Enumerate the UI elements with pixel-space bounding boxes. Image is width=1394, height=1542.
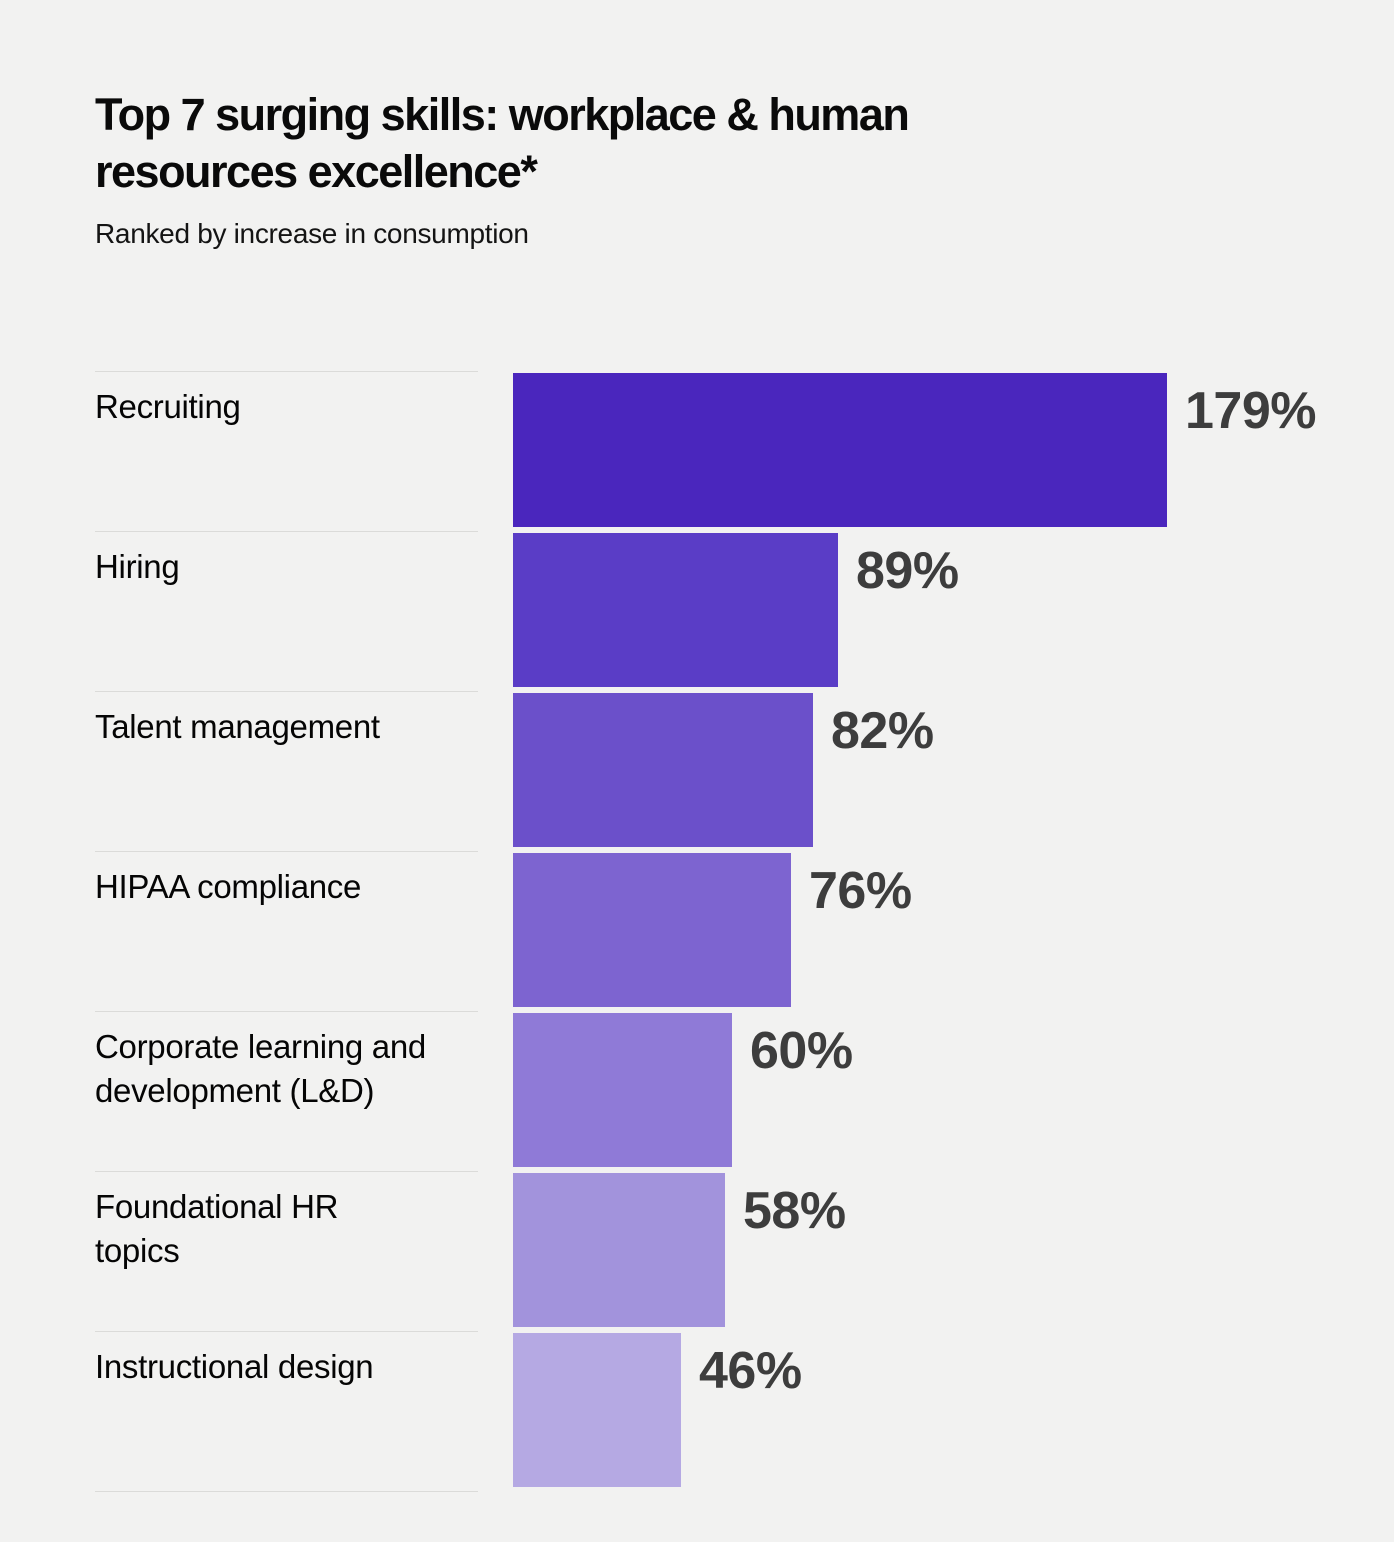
category-label-line: Recruiting <box>95 388 241 425</box>
category-label: Talent management <box>95 691 478 749</box>
bar <box>513 373 1167 527</box>
value-label: 60% <box>750 1022 853 1080</box>
category-label: Foundational HR topics <box>95 1171 478 1273</box>
value-label: 76% <box>809 862 912 920</box>
bar-cell: 76% <box>513 851 912 1007</box>
value-label: 46% <box>699 1342 802 1400</box>
category-label-line: Foundational HR <box>95 1188 339 1225</box>
chart-row: Hiring 89% <box>95 531 1394 691</box>
bar <box>513 853 791 1007</box>
category-label-line: Corporate learning and <box>95 1028 426 1065</box>
chart-row: Talent management 82% <box>95 691 1394 851</box>
value-label: 58% <box>743 1182 846 1240</box>
chart-title-line-1: Top 7 surging skills: workplace & human <box>95 89 910 140</box>
category-label-line: Hiring <box>95 548 180 585</box>
category-label-line: HIPAA compliance <box>95 868 362 905</box>
category-label-line: development (L&D) <box>95 1072 375 1109</box>
category-label-line: Talent management <box>95 708 380 745</box>
category-label-line: topics <box>95 1232 180 1269</box>
chart-title-line-2: resources excellence* <box>95 146 538 197</box>
category-label-line: Instructional design <box>95 1348 374 1385</box>
bar-chart: Recruiting 179% Hiring 89% Talent management… <box>95 371 1394 1492</box>
chart-row: Foundational HR topics 58% <box>95 1171 1394 1331</box>
bar-cell: 46% <box>513 1331 802 1487</box>
bar <box>513 533 838 687</box>
bar-cell: 89% <box>513 531 959 687</box>
chart-title: Top 7 surging skills: workplace & human … <box>95 86 1394 200</box>
category-label: Instructional design <box>95 1331 478 1389</box>
bottom-divider <box>95 1491 478 1492</box>
bar <box>513 1173 725 1327</box>
bar-cell: 58% <box>513 1171 846 1327</box>
chart-row: Instructional design 46% <box>95 1331 1394 1491</box>
bar-cell: 179% <box>513 371 1317 527</box>
chart-row: HIPAA compliance 76% <box>95 851 1394 1011</box>
bar <box>513 1013 732 1167</box>
category-label: HIPAA compliance <box>95 851 478 909</box>
value-label: 179% <box>1185 382 1317 440</box>
bar-cell: 60% <box>513 1011 853 1167</box>
category-label: Corporate learning and development (L&D) <box>95 1011 478 1113</box>
bar-cell: 82% <box>513 691 934 847</box>
category-label: Hiring <box>95 531 478 589</box>
chart-row: Recruiting 179% <box>95 371 1394 531</box>
chart-row: Corporate learning and development (L&D) 6… <box>95 1011 1394 1171</box>
chart-subtitle: Ranked by increase in consumption <box>95 218 529 249</box>
bar <box>513 1333 681 1487</box>
category-label: Recruiting <box>95 371 478 429</box>
bar <box>513 693 813 847</box>
value-label: 82% <box>831 702 934 760</box>
value-label: 89% <box>856 542 959 600</box>
